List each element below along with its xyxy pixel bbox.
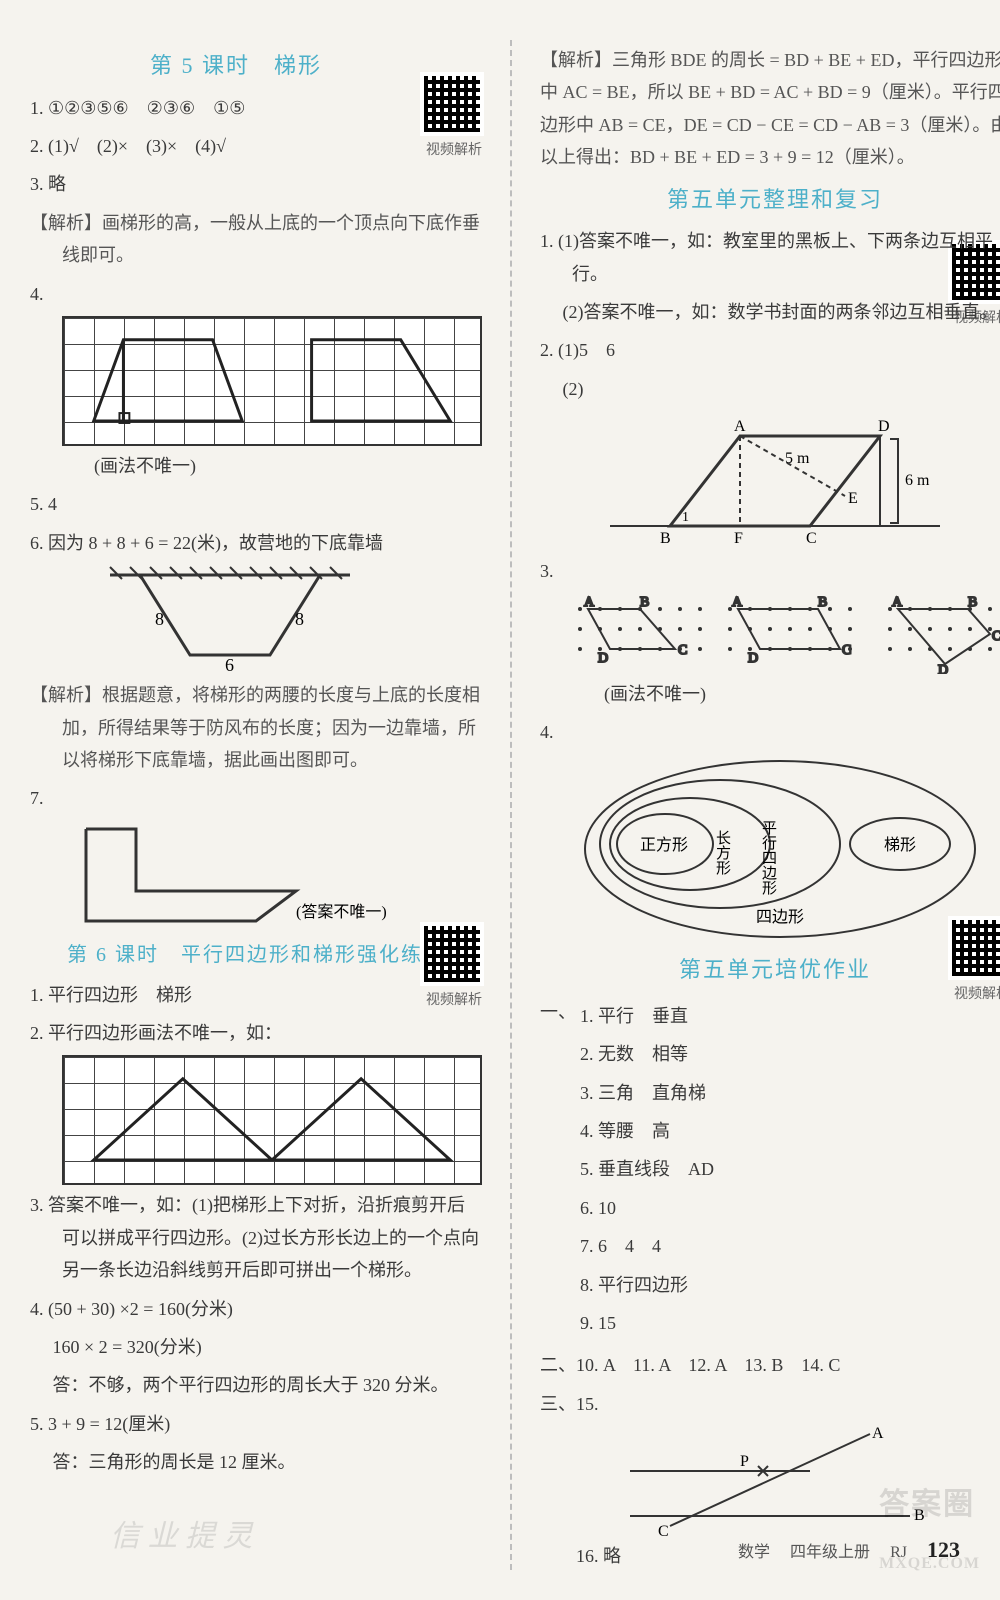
svg-text:B: B <box>660 530 671 547</box>
svg-text:正方形: 正方形 <box>640 836 688 854</box>
s5-q3-note: 【解析】画梯形的高，一般从上底的一个顶点向下底作垂线即可。 <box>30 207 482 272</box>
s5-q4: 4. <box>30 278 482 310</box>
s6-q3: 3. 答案不唯一，如：(1)把梯形上下对折，沿折痕剪开后可以拼成平行四边形。(2… <box>30 1189 482 1286</box>
svg-text:D: D <box>938 663 948 674</box>
unit5b-title: 第五单元培优作业 <box>540 950 1000 990</box>
s6-q1: 1. 平行四边形 梯形 <box>30 979 482 1011</box>
s6-q2: 2. 平行四边形画法不唯一，如： <box>30 1017 482 1049</box>
s5-q6: 6. 因为 8 + 8 + 6 = 22(米)，故营地的下底靠墙 <box>30 527 482 559</box>
s5-q2: 2. (1)√ (2)× (3)× (4)√ <box>30 130 482 162</box>
u5-q3-figure: AB CD AB CD AB CD <box>570 594 1000 674</box>
svg-text:C: C <box>658 1523 669 1536</box>
svg-text:D: D <box>878 418 890 435</box>
svg-text:D: D <box>598 651 608 666</box>
u5-q1b: (2)答案不唯一，如：数学书封面的两条邻边互相垂直。 <box>540 296 1000 328</box>
s6-q5b: 答：三角形的周长是 12 厘米。 <box>30 1446 482 1478</box>
u5-q3-note: (画法不唯一) <box>572 678 1000 710</box>
svg-text:6 m: 6 m <box>905 472 930 489</box>
u5b-s2: 二、10. A 11. A 12. A 13. B 14. C <box>540 1349 1000 1381</box>
list-item: 6. 10 <box>580 1192 1000 1224</box>
svg-text:B: B <box>818 595 827 610</box>
s6-q2-figure <box>62 1055 482 1185</box>
u5-q4: 4. <box>540 716 1000 748</box>
section5-title: 第 5 课时 梯形 <box>0 46 482 86</box>
s5-q4-note: (画法不唯一) <box>62 450 482 482</box>
svg-text:5 m: 5 m <box>785 450 810 467</box>
svg-text:D: D <box>748 651 758 666</box>
unit5a-title: 第五单元整理和复习 <box>540 180 1000 220</box>
label-6: 6 <box>225 655 234 675</box>
label-8b: 8 <box>295 609 304 629</box>
svg-text:长方形: 长方形 <box>714 830 731 875</box>
s5-q6-figure: 8 8 6 <box>100 565 360 675</box>
u5-q2-figure: A D B F C E 5 m 6 m 1 <box>600 411 960 551</box>
s6-q4c: 答：不够，两个平行四边形的周长大于 320 分米。 <box>30 1369 482 1401</box>
u5-q3: 3. <box>540 555 1000 587</box>
svg-text:A: A <box>584 595 595 610</box>
svg-text:四边形: 四边形 <box>756 908 804 926</box>
list-item: 2. 无数 相等 <box>580 1038 1000 1070</box>
s5-q5: 5. 4 <box>30 488 482 520</box>
column-divider <box>510 40 512 1570</box>
list-item: 3. 三角 直角梯 <box>580 1077 1000 1109</box>
svg-text:平行四边形: 平行四边形 <box>760 820 777 895</box>
u5-q2b: (2) <box>540 373 1000 405</box>
svg-text:C: C <box>992 629 1000 644</box>
s6-q4b: 160 × 2 = 320(分米) <box>30 1331 482 1363</box>
svg-text:A: A <box>732 595 743 610</box>
list-item: 9. 15 <box>580 1307 1000 1339</box>
s1-list: 1. 平行 垂直 2. 无数 相等 3. 三角 直角梯 4. 等腰 高 5. 垂… <box>580 996 1000 1346</box>
svg-text:A: A <box>892 595 903 610</box>
list-item: 5. 垂直线段 AD <box>580 1153 1000 1185</box>
svg-text:梯形: 梯形 <box>884 836 916 854</box>
u5-q1a: 1. (1)答案不唯一，如：教室里的黑板上、下两条边互相平行。 <box>540 225 1000 290</box>
s5-q7-figure: (答案不唯一) <box>66 821 386 931</box>
list-item: 4. 等腰 高 <box>580 1115 1000 1147</box>
qr-icon <box>948 916 1000 980</box>
watermark2: 信 业 提 灵 <box>110 1510 253 1564</box>
s5-q7-note-inline: (答案不唯一) <box>296 903 386 921</box>
s6-q5a: 5. 3 + 9 = 12(厘米) <box>30 1408 482 1440</box>
s5-q1: 1. ①②③⑤⑥ ②③⑥ ①⑤ <box>30 92 482 124</box>
svg-text:C: C <box>806 530 817 547</box>
left-column: 第 5 课时 梯形 视频解析 1. ①②③⑤⑥ ②③⑥ ①⑤ 2. (1)√ (… <box>30 40 482 1570</box>
u5b-s1-wrap: 一、 1. 平行 垂直 2. 无数 相等 3. 三角 直角梯 4. 等腰 高 5… <box>540 996 1000 1346</box>
s5-q6-note: 【解析】根据题意，将梯形的两腰的长度与上底的长度相加，所得结果等于防风布的长度；… <box>30 679 482 776</box>
svg-text:F: F <box>734 530 743 547</box>
s5-q3: 3. 略 <box>30 168 482 200</box>
venn-figure: 正方形 长方形 平行四边形 梯形 四边形 <box>570 754 990 944</box>
footer-subject: 数学 <box>738 1544 770 1561</box>
s5-q4-figure <box>62 316 482 446</box>
svg-text:E: E <box>848 490 858 507</box>
watermark: 答案圈 MXQE.COM <box>879 1478 980 1586</box>
list-item: 8. 平行四边形 <box>580 1269 1000 1301</box>
s6-q4a: 4. (50 + 30) ×2 = 160(分米) <box>30 1293 482 1325</box>
svg-text:1: 1 <box>682 510 689 525</box>
right-column: 【解析】三角形 BDE 的周长 = BD + BE + ED，平行四边形中 AC… <box>540 40 1000 1570</box>
u5-q2a: 2. (1)5 6 <box>540 334 1000 366</box>
qr-icon <box>420 922 484 986</box>
u5b-s3: 三、15. <box>540 1388 1000 1420</box>
s5-q7: 7. <box>30 782 482 814</box>
section6-title: 第 6 课时 平行四边形和梯形强化练习 <box>30 937 482 973</box>
top-analysis: 【解析】三角形 BDE 的周长 = BD + BE + ED，平行四边形中 AC… <box>540 44 1000 174</box>
label-8a: 8 <box>155 609 164 629</box>
list-item: 7. 6 4 4 <box>580 1230 1000 1262</box>
s1-label: 一、 <box>540 996 580 1346</box>
svg-text:A: A <box>734 418 746 435</box>
page-columns: 第 5 课时 梯形 视频解析 1. ①②③⑤⑥ ②③⑥ ①⑤ 2. (1)√ (… <box>30 40 970 1570</box>
list-item: 1. 平行 垂直 <box>580 1000 1000 1032</box>
svg-text:A: A <box>872 1426 884 1442</box>
footer-grade: 四年级上册 <box>790 1544 870 1561</box>
svg-text:P: P <box>740 1453 749 1470</box>
